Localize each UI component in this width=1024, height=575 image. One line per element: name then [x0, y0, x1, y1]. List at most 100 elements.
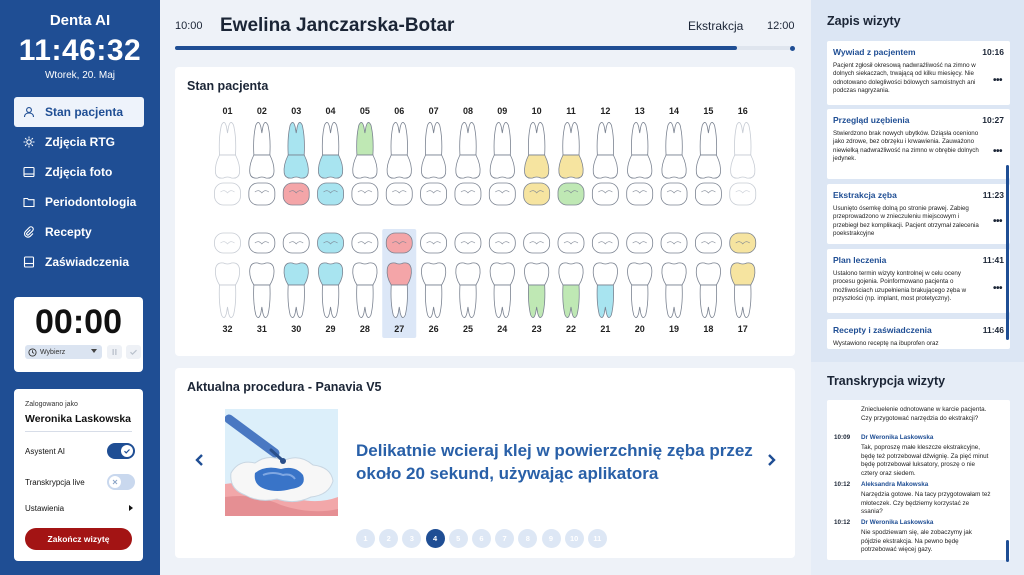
transcript-speaker: Dr Weronika Laskowska: [861, 519, 934, 526]
nav-item-xray[interactable]: Zdjęcia RTG: [14, 127, 144, 157]
visit-log-panel: Zapis wizyty Wywiad z pacjentem 10:16 Pacj…: [811, 0, 1024, 362]
tooth-upper-15[interactable]: [695, 122, 722, 206]
step-2[interactable]: 2: [379, 529, 399, 548]
tooth-number-lower: 30: [291, 324, 301, 334]
patient-state-panel: Stan pacjenta 01 02 03 04 05 06 07 08 09 10 11 12 13…: [175, 67, 795, 356]
step-5[interactable]: 5: [448, 529, 468, 548]
tooth-number-lower: 20: [635, 324, 645, 334]
tooth-lower-29[interactable]: [317, 232, 344, 318]
tooth-lower-32[interactable]: [214, 232, 241, 318]
toggle-knob: [121, 445, 133, 457]
timer-select-label: Wybierz: [40, 348, 66, 356]
logged-in-label: Zalogowano jako: [25, 401, 78, 408]
tooth-lower-17[interactable]: [729, 232, 757, 318]
transcript-text: Zniecluelenie odnotowane w karcie pacjen…: [861, 406, 987, 422]
tooth-number-upper: 08: [463, 106, 473, 116]
xray-icon: [23, 136, 35, 148]
step-6[interactable]: 6: [471, 529, 491, 548]
tooth-upper-14[interactable]: [660, 122, 688, 206]
tooth-number-upper: 12: [600, 106, 610, 116]
tooth-lower-27[interactable]: [385, 232, 413, 318]
tooth-lower-21[interactable]: [591, 232, 619, 318]
user-name: Weronika Laskowska: [25, 413, 132, 425]
transcript-time: 10:12: [834, 481, 851, 488]
visit-log-entry[interactable]: Ekstrakcja zęba 11:23 Usunięto ósemkę doln…: [827, 184, 1010, 244]
nav-item-user[interactable]: Stan pacjenta: [14, 97, 144, 127]
step-3[interactable]: 3: [402, 529, 422, 548]
end-visit-button[interactable]: Zakończ wizytę: [25, 528, 132, 550]
tooth-upper-08[interactable]: [454, 122, 482, 206]
prev-step-button[interactable]: [193, 450, 207, 470]
tooth-upper-12[interactable]: [591, 122, 619, 206]
tooth-lower-26[interactable]: [420, 232, 448, 318]
tooth-upper-04[interactable]: [317, 122, 344, 206]
ai-assistant-row: Asystent AI: [25, 443, 135, 459]
tooth-upper-07[interactable]: [420, 122, 448, 206]
next-step-button[interactable]: [764, 450, 778, 470]
divider: [25, 431, 132, 432]
tooth-lower-23[interactable]: [523, 232, 551, 318]
settings-link[interactable]: Ustawienia: [25, 504, 133, 513]
timer-preset-select[interactable]: Wybierz: [25, 345, 102, 359]
pause-button[interactable]: [107, 345, 122, 359]
check-icon: [130, 349, 137, 356]
tooth-upper-03[interactable]: [282, 122, 310, 206]
tooth-upper-16[interactable]: [729, 122, 757, 206]
ai-assistant-toggle[interactable]: [107, 443, 135, 459]
nav-item-document[interactable]: Zaświadczenia: [14, 247, 144, 277]
visit-log-entry[interactable]: Przegląd uzębienia 10:27 Stwierdzono brak …: [827, 109, 1010, 179]
tooth-lower-19[interactable]: [660, 232, 688, 318]
more-options-button[interactable]: •••: [992, 216, 1003, 227]
nav-item-folder[interactable]: Periodontologia: [14, 187, 144, 217]
step-8[interactable]: 8: [518, 529, 538, 548]
more-options-button[interactable]: •••: [992, 146, 1003, 157]
step-1[interactable]: 1: [356, 529, 375, 548]
step-4[interactable]: 4: [425, 529, 445, 548]
more-options-button[interactable]: •••: [992, 283, 1003, 294]
transcript-text: Tak, poproszę małe kleszcze ekstrakcyjne…: [861, 444, 989, 477]
nav-item-image[interactable]: Zdjęcia foto: [14, 157, 144, 187]
log-entry-text: Ustalono termin wizyty kontrolnej w celu…: [833, 270, 967, 302]
transcript-scrollbar[interactable]: [1006, 540, 1009, 562]
tooth-upper-06[interactable]: [385, 122, 413, 206]
tooth-upper-09[interactable]: [488, 122, 516, 206]
visit-log-entry[interactable]: Recepty i zaświadczenia 11:46 Wystawiono r…: [827, 319, 1010, 349]
tooth-lower-28[interactable]: [351, 232, 379, 318]
step-9[interactable]: 9: [541, 529, 561, 548]
nav-item-label: Zdjęcia RTG: [45, 135, 116, 149]
step-7[interactable]: 7: [495, 529, 515, 548]
live-transcription-toggle[interactable]: [107, 474, 135, 490]
step-11[interactable]: 11: [587, 529, 607, 548]
clock: 11:46:32: [18, 34, 142, 67]
tooth-lower-25[interactable]: [454, 232, 482, 318]
more-options-button[interactable]: •••: [992, 75, 1003, 86]
tooth-number-upper: 16: [738, 106, 748, 116]
confirm-timer-button[interactable]: [126, 345, 141, 359]
tooth-upper-02[interactable]: [248, 122, 276, 206]
tooth-lower-31[interactable]: [248, 232, 276, 318]
nav-item-label: Zaświadczenia: [45, 255, 130, 269]
tooth-number-upper: 10: [532, 106, 542, 116]
step-10[interactable]: 10: [564, 529, 584, 548]
transcript-text: Narzędzia gotowe. Na tacy przygotowałam …: [861, 491, 991, 515]
tooth-upper-10[interactable]: [523, 122, 551, 206]
tooth-number-lower: 23: [532, 324, 542, 334]
tooth-lower-22[interactable]: [557, 232, 585, 318]
visit-log-entry[interactable]: Wywiad z pacjentem 10:16 Pacjent zgłosił o…: [827, 41, 1010, 105]
log-entry-title: Przegląd uzębienia: [833, 115, 910, 125]
visit-log-entry[interactable]: Plan leczenia 11:41 Ustalono termin wizyty…: [827, 249, 1010, 313]
tooth-number-upper: 02: [257, 106, 267, 116]
tooth-upper-01[interactable]: [214, 122, 241, 206]
main-nav: Stan pacjenta Zdjęcia RTG Zdjęcia foto Peri…: [14, 97, 144, 277]
tooth-lower-20[interactable]: [626, 232, 654, 318]
settings-label: Ustawienia: [25, 504, 65, 513]
tooth-upper-13[interactable]: [626, 122, 654, 206]
visit-log-scrollbar[interactable]: [1006, 165, 1009, 340]
tooth-lower-18[interactable]: [695, 232, 722, 318]
tooth-upper-11[interactable]: [557, 122, 585, 206]
tooth-adhesive-icon: [225, 409, 338, 516]
tooth-lower-24[interactable]: [488, 232, 516, 318]
nav-item-paperclip[interactable]: Recepty: [14, 217, 144, 247]
tooth-upper-05[interactable]: [351, 122, 379, 206]
tooth-lower-30[interactable]: [282, 232, 310, 318]
